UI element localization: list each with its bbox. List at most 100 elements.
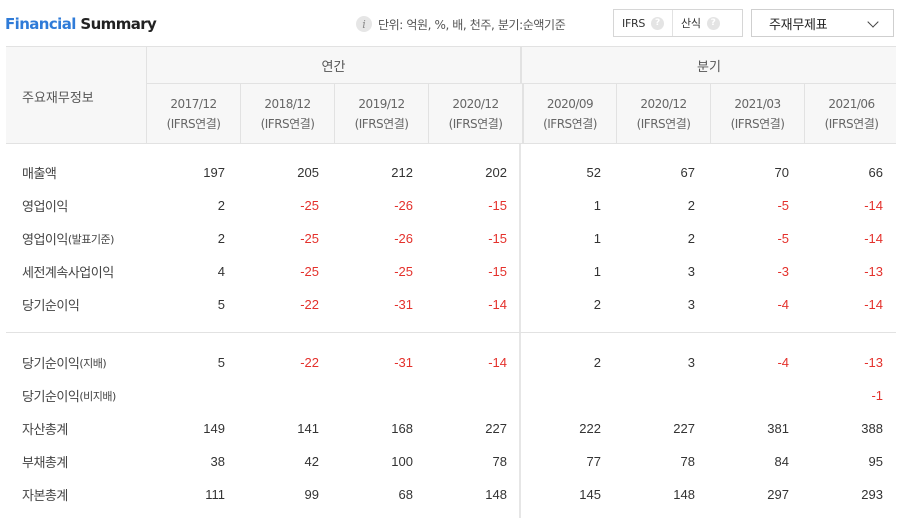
row-label: 당기순이익 (지배) [22,346,107,379]
table-cell: 77 [586,454,601,469]
period-header: 2020/12 (IFRS연결) [616,84,710,144]
summary-toolbar: Financial Summary i 단위: 억원, %, 배, 천주, 분기… [0,0,902,46]
table-cell: 67 [680,165,695,180]
period-basis: (IFRS연결) [824,117,879,131]
row-label-main: 영업이익 [22,233,68,248]
period-header: 2021/06 (IFRS연결) [804,84,898,144]
table-cell: 1 [593,231,601,246]
table-cell: 2 [593,355,601,370]
period-date: 2020/12 [640,97,687,111]
table-cell: 78 [680,454,695,469]
table-row: 당기순이익 (지배) 5 -22 -31 -14 2 3 -4 -13 [6,346,896,379]
row-label-main: 당기순이익 [22,390,80,405]
table-cell: 227 [485,421,507,436]
table-cell: -14 [488,297,507,312]
table-cell: 145 [579,487,601,502]
table-cell: 84 [774,454,789,469]
row-label-suffix: (지배) [79,356,107,370]
table-cell: -26 [394,198,413,213]
row-label: 자본총계 [22,478,68,511]
table-cell: 4 [217,264,225,279]
table-cell [616,379,710,412]
title-financial: Financial [5,15,76,33]
annual-group-header: 연간 [146,47,520,84]
question-icon[interactable]: ? [706,16,720,30]
table-row: 자산총계 149 141 168 227 222 227 381 388 [6,412,896,445]
table-cell: 2 [217,231,225,246]
table-cell [522,379,616,412]
page-title: Financial Summary [5,15,157,33]
table-cell: -15 [488,198,507,213]
table-cell: 141 [297,421,319,436]
table-cell: -26 [394,231,413,246]
row-label: 부채총계 [22,445,68,478]
table-row: 자본총계 111 99 68 148 145 148 297 293 [6,478,896,511]
question-icon[interactable]: ? [651,16,664,30]
period-date: 2020/12 [452,97,499,111]
formula-label: 산식 [681,17,701,30]
table-row: 매출액 197 205 212 202 52 67 70 66 [6,156,896,189]
table-cell: -25 [394,264,413,279]
table-cell: 212 [391,165,413,180]
ifrs-button[interactable]: IFRS ? [614,10,672,36]
table-cell: -4 [777,297,789,312]
standard-button-group: IFRS ? 산식 ? [613,9,743,37]
row-label-main: 자산총계 [22,423,68,438]
row-label-main: 매출액 [22,167,57,182]
statement-select[interactable]: 주재무제표 [751,9,894,37]
table-cell: -14 [488,355,507,370]
table-row: 영업이익 (발표기준) 2 -25 -26 -15 1 2 -5 -14 [6,222,896,255]
table-cell [240,379,334,412]
period-basis: (IFRS연결) [730,117,785,131]
table-row: 부채총계 38 42 100 78 77 78 84 95 [6,445,896,478]
table-cell: 68 [398,487,413,502]
main-info-header: 주요재무정보 [22,90,94,106]
table-row: 당기순이익 (비지배) -1 [6,379,896,412]
table-cell: 222 [579,421,601,436]
period-header: 2020/09 (IFRS연결) [522,84,616,144]
row-label: 자산총계 [22,412,68,445]
group-divider [519,144,521,518]
row-label: 당기순이익 [22,288,80,321]
info-icon[interactable]: i [356,16,372,32]
table-header: 주요재무정보 연간 분기 2017/12 (IFRS연결) 2018/12 (IFRS… [6,46,896,144]
table-cell: 1 [593,264,601,279]
table-cell: 197 [203,165,225,180]
table-row: 세전계속사업이익 4 -25 -25 -15 1 3 -3 -13 [6,255,896,288]
table-cell: 168 [391,421,413,436]
period-date: 2019/12 [358,97,405,111]
table-cell: 100 [391,454,413,469]
row-label-suffix: (비지배) [79,389,116,403]
unit-text: 단위: 억원, %, 배, 천주, 분기:순액기준 [378,17,566,32]
table-cell: -22 [300,297,319,312]
period-date: 2021/06 [828,97,875,111]
table-cell: 149 [203,421,225,436]
formula-button[interactable]: 산식 ? [672,10,728,36]
period-date: 2017/12 [170,97,217,111]
table-cell: 42 [304,454,319,469]
row-label: 영업이익 [22,189,68,222]
period-header: 2019/12 (IFRS연결) [334,84,428,144]
table-cell [334,379,428,412]
table-cell: 388 [861,421,883,436]
row-label-suffix: (발표기준) [67,232,115,246]
table-cell: 66 [868,165,883,180]
row-label: 영업이익 (발표기준) [22,222,114,255]
quarter-group-header: 분기 [520,47,896,84]
period-header: 2020/12 (IFRS연결) [428,84,522,144]
table-cell: 111 [205,487,225,502]
statement-select-label: 주재무제표 [769,17,828,33]
table-cell: 148 [673,487,695,502]
table-cell: 1 [593,198,601,213]
row-label-main: 부채총계 [22,456,68,471]
table-cell: 3 [687,264,695,279]
table-cell: -15 [488,231,507,246]
period-header: 2021/03 (IFRS연결) [710,84,804,144]
period-date: 2021/03 [734,97,781,111]
row-label-main: 영업이익 [22,200,68,215]
table-cell: -31 [394,355,413,370]
row-label-main: 자본총계 [22,489,68,504]
period-basis: (IFRS연결) [166,117,221,131]
table-cell: -22 [300,355,319,370]
table-cell: 5 [217,297,225,312]
